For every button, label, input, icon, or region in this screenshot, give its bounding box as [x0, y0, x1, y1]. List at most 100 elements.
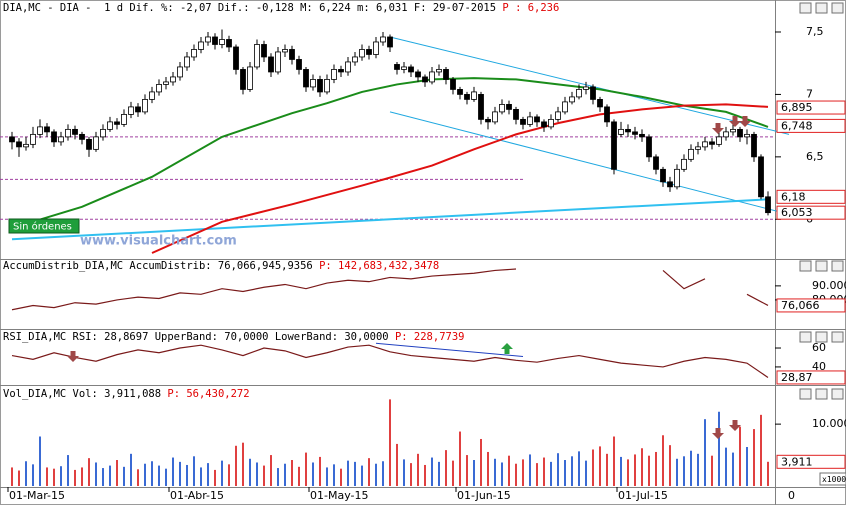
volume-bar [634, 454, 636, 486]
trend-line [389, 111, 790, 215]
volume-bar [333, 464, 335, 486]
volume-bar [158, 465, 160, 486]
panel-button[interactable] [815, 260, 828, 272]
candle-body [618, 128, 624, 135]
panel-button[interactable] [799, 331, 812, 343]
candle-body [422, 76, 428, 83]
axis-value-box [776, 100, 846, 115]
y-tick-label: 7 [806, 87, 813, 100]
candle-body [471, 91, 477, 100]
signal-arrow [712, 428, 724, 439]
panel-button[interactable] [799, 2, 812, 14]
volume-bar [669, 445, 671, 486]
candle-body [205, 36, 211, 43]
volume-bar [452, 460, 454, 486]
candle-body [275, 51, 281, 73]
panel-button[interactable] [831, 2, 844, 14]
volume-bar [270, 455, 272, 486]
candle-body [142, 99, 148, 113]
volume-bar [466, 455, 468, 486]
candle-body [16, 141, 22, 148]
candle-body [401, 66, 407, 70]
volume-bar [480, 438, 482, 486]
trend-line [389, 36, 790, 135]
candle-body [646, 136, 652, 158]
candle-body [394, 64, 400, 70]
volume-bar [725, 447, 727, 486]
volume-bar [739, 426, 741, 486]
panel-title-price: P: 56,430,272 [167, 388, 249, 400]
volume-bar [459, 431, 461, 486]
panel-button[interactable] [831, 388, 844, 400]
candle-body [184, 56, 190, 68]
candle-body [597, 99, 603, 108]
candle-body [65, 128, 71, 138]
volume-bar [256, 462, 258, 486]
volume-bar [697, 453, 699, 486]
y-tick-label: 10.000 [812, 417, 846, 430]
candle-body [688, 148, 694, 160]
candle-body [534, 116, 540, 123]
panel-title: Vol_DIA,MC Vol: 3,911,088 [3, 388, 161, 400]
volume-bar [130, 453, 132, 486]
candle-body [247, 66, 253, 90]
volume-bar [606, 453, 608, 486]
panel-button[interactable] [815, 2, 828, 14]
volume-bar [116, 460, 118, 486]
volume-bar [53, 468, 55, 486]
volume-bar [396, 443, 398, 486]
candle-body [464, 94, 470, 100]
candle-body [723, 131, 729, 138]
y-tick-label: 7,5 [806, 25, 824, 38]
x-tick-label: 01-Mar-15 [9, 489, 65, 502]
panel-button[interactable] [815, 331, 828, 343]
candle-body [282, 49, 288, 53]
axis-value-box [776, 454, 846, 469]
candle-body [513, 109, 519, 120]
candle-body [709, 141, 715, 145]
y-tick-label: 60 [812, 341, 826, 354]
axis-value-box [776, 118, 846, 133]
volume-bar [431, 457, 433, 486]
panel-button[interactable] [799, 388, 812, 400]
candle-body [86, 138, 92, 150]
panel-button[interactable] [815, 388, 828, 400]
volume-bar [81, 467, 83, 486]
volume-bar [613, 436, 615, 486]
candle-body [548, 118, 554, 128]
panel-button[interactable] [831, 260, 844, 272]
panel-title: DIA,MC - DIA - 1 d Dif. %: -2,07 Dif.: -… [3, 2, 496, 14]
volume-bar [592, 449, 594, 486]
volume-bar [326, 467, 328, 486]
candle-body [506, 104, 512, 110]
candle-body [415, 71, 421, 78]
series-line [662, 269, 706, 290]
candle-body [478, 94, 484, 120]
panel-button[interactable] [831, 331, 844, 343]
candle-body [373, 41, 379, 55]
candle-body [9, 136, 15, 143]
candle-body [163, 81, 169, 85]
candle-body [380, 36, 386, 43]
axis-value-label: 3,911 [781, 455, 813, 468]
volume-bar [172, 457, 174, 486]
panel-button[interactable] [799, 260, 812, 272]
candle-body [674, 168, 680, 188]
volume-bar [522, 459, 524, 486]
candle-body [639, 133, 645, 138]
volume-bar [732, 452, 734, 486]
volume-bar [648, 455, 650, 486]
volume-bar [60, 466, 62, 486]
volume-bar [67, 455, 69, 486]
candle-body [23, 143, 29, 148]
candle-body [450, 79, 456, 90]
volume-bar [578, 451, 580, 486]
candle-body [93, 136, 99, 150]
candle-body [429, 71, 435, 83]
candle-body [569, 96, 575, 103]
candle-body [660, 168, 666, 183]
volume-bar [151, 461, 153, 486]
axis-value-label: 76,066 [781, 299, 820, 312]
signal-arrow [712, 123, 724, 134]
x-tick-label: 01-May-15 [310, 489, 368, 502]
